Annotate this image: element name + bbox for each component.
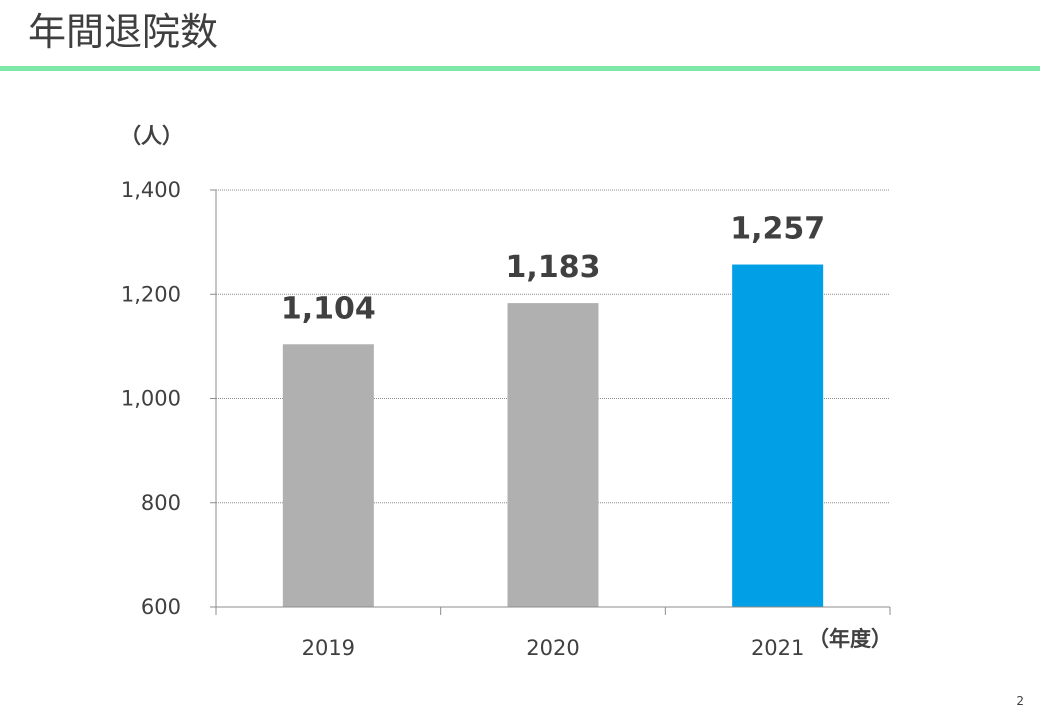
bars — [282, 264, 824, 607]
title-rule — [0, 66, 1040, 71]
bar-2019 — [282, 344, 374, 607]
axes — [210, 189, 891, 615]
labels: 600 800 1,000 1,200 1,400 1,104 2019 1,183 2020 1… — [120, 124, 892, 660]
data-label-2020: 1,183 — [506, 250, 601, 285]
bar-2021 — [732, 264, 824, 607]
y-tick-label: 1,400 — [121, 178, 181, 202]
x-tick-label: 2021 — [751, 636, 804, 660]
slide-title: 年間退院数 — [28, 10, 219, 54]
data-label-2019: 1,104 — [281, 291, 376, 326]
y-axis-unit: （人） — [120, 124, 183, 148]
x-tick-label: 2020 — [526, 636, 579, 660]
data-label-2021: 1,257 — [730, 212, 825, 247]
x-tick-label: 2019 — [302, 636, 355, 660]
y-tick-label: 800 — [141, 491, 181, 515]
y-tick-label: 600 — [141, 595, 181, 619]
page-number: 2 — [1016, 694, 1024, 708]
x-axis-unit: （年度） — [808, 627, 892, 651]
bar-2020 — [507, 303, 599, 607]
y-tick-label: 1,200 — [121, 282, 181, 306]
y-tick-label: 1,000 — [121, 387, 181, 411]
